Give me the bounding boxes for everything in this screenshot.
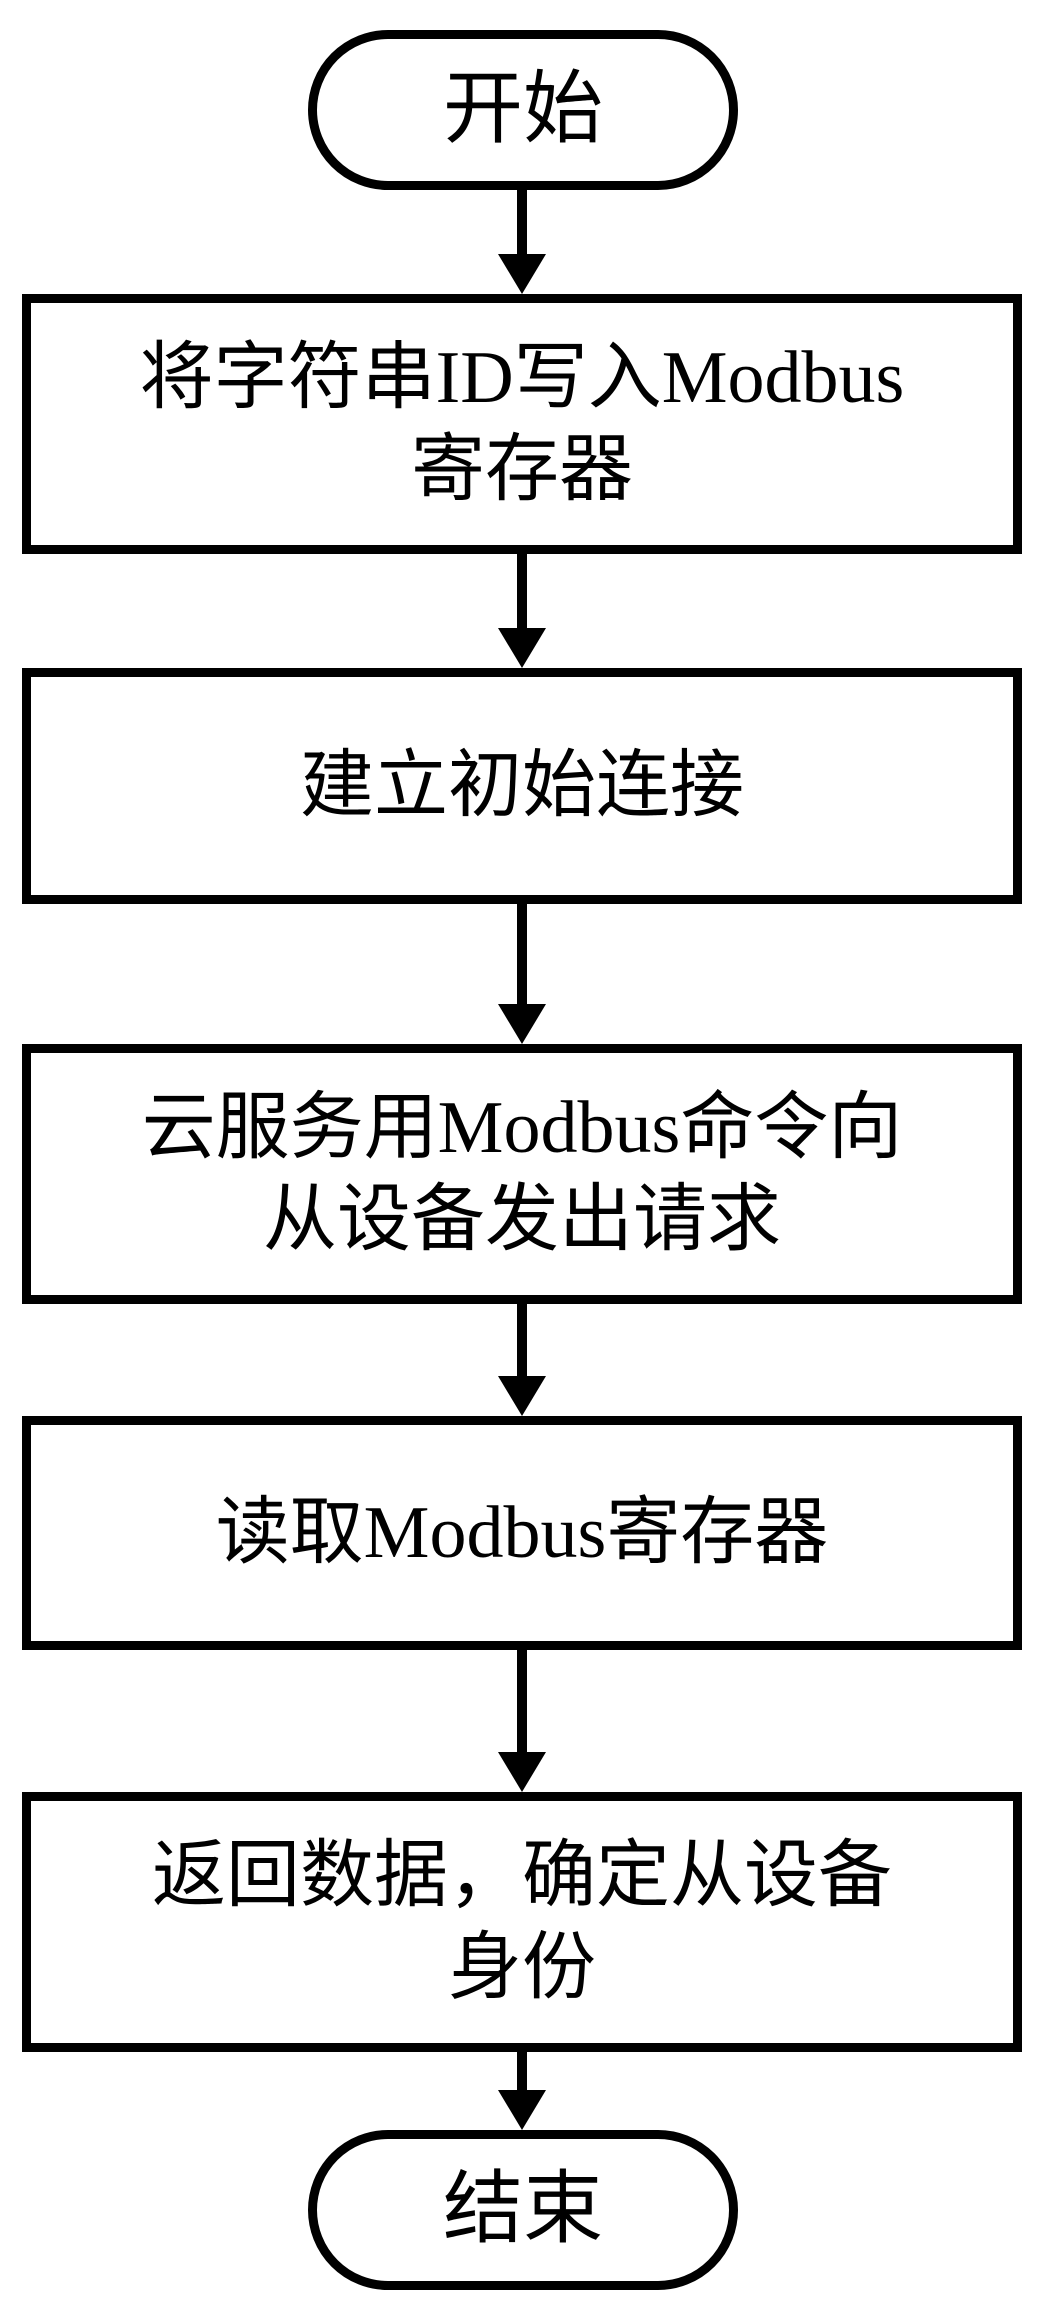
flowchart-canvas: 开始 将字符串ID写入Modbus 寄存器 建立初始连接 云服务用Modbus命… bbox=[0, 0, 1041, 2316]
arrow-head bbox=[498, 628, 546, 668]
process-step1: 将字符串ID写入Modbus 寄存器 bbox=[22, 294, 1022, 554]
process-step2-label: 建立初始连接 bbox=[300, 740, 744, 833]
arrow-line bbox=[517, 1650, 527, 1752]
process-step5: 返回数据，确定从设备 身份 bbox=[22, 1792, 1022, 2052]
arrow-line bbox=[517, 190, 527, 254]
process-step1-label: 将字符串ID写入Modbus 寄存器 bbox=[140, 332, 905, 517]
arrow-line bbox=[517, 904, 527, 1004]
terminator-end-label: 结束 bbox=[443, 2168, 603, 2252]
process-step5-label: 返回数据，确定从设备 身份 bbox=[152, 1830, 892, 2015]
process-step3-label: 云服务用Modbus命令向 从设备发出请求 bbox=[142, 1082, 903, 1267]
arrow-line bbox=[517, 1304, 527, 1376]
process-step2: 建立初始连接 bbox=[22, 668, 1022, 904]
process-step4-label: 读取Modbus寄存器 bbox=[216, 1487, 829, 1580]
process-step3: 云服务用Modbus命令向 从设备发出请求 bbox=[22, 1044, 1022, 1304]
terminator-start-label: 开始 bbox=[443, 68, 603, 152]
arrow-head bbox=[498, 1004, 546, 1044]
arrow-line bbox=[517, 2052, 527, 2090]
arrow-head bbox=[498, 2090, 546, 2130]
arrow-head bbox=[498, 1376, 546, 1416]
process-step4: 读取Modbus寄存器 bbox=[22, 1416, 1022, 1650]
arrow-head bbox=[498, 254, 546, 294]
arrow-line bbox=[517, 554, 527, 628]
terminator-start: 开始 bbox=[308, 30, 738, 190]
arrow-head bbox=[498, 1752, 546, 1792]
terminator-end: 结束 bbox=[308, 2130, 738, 2290]
